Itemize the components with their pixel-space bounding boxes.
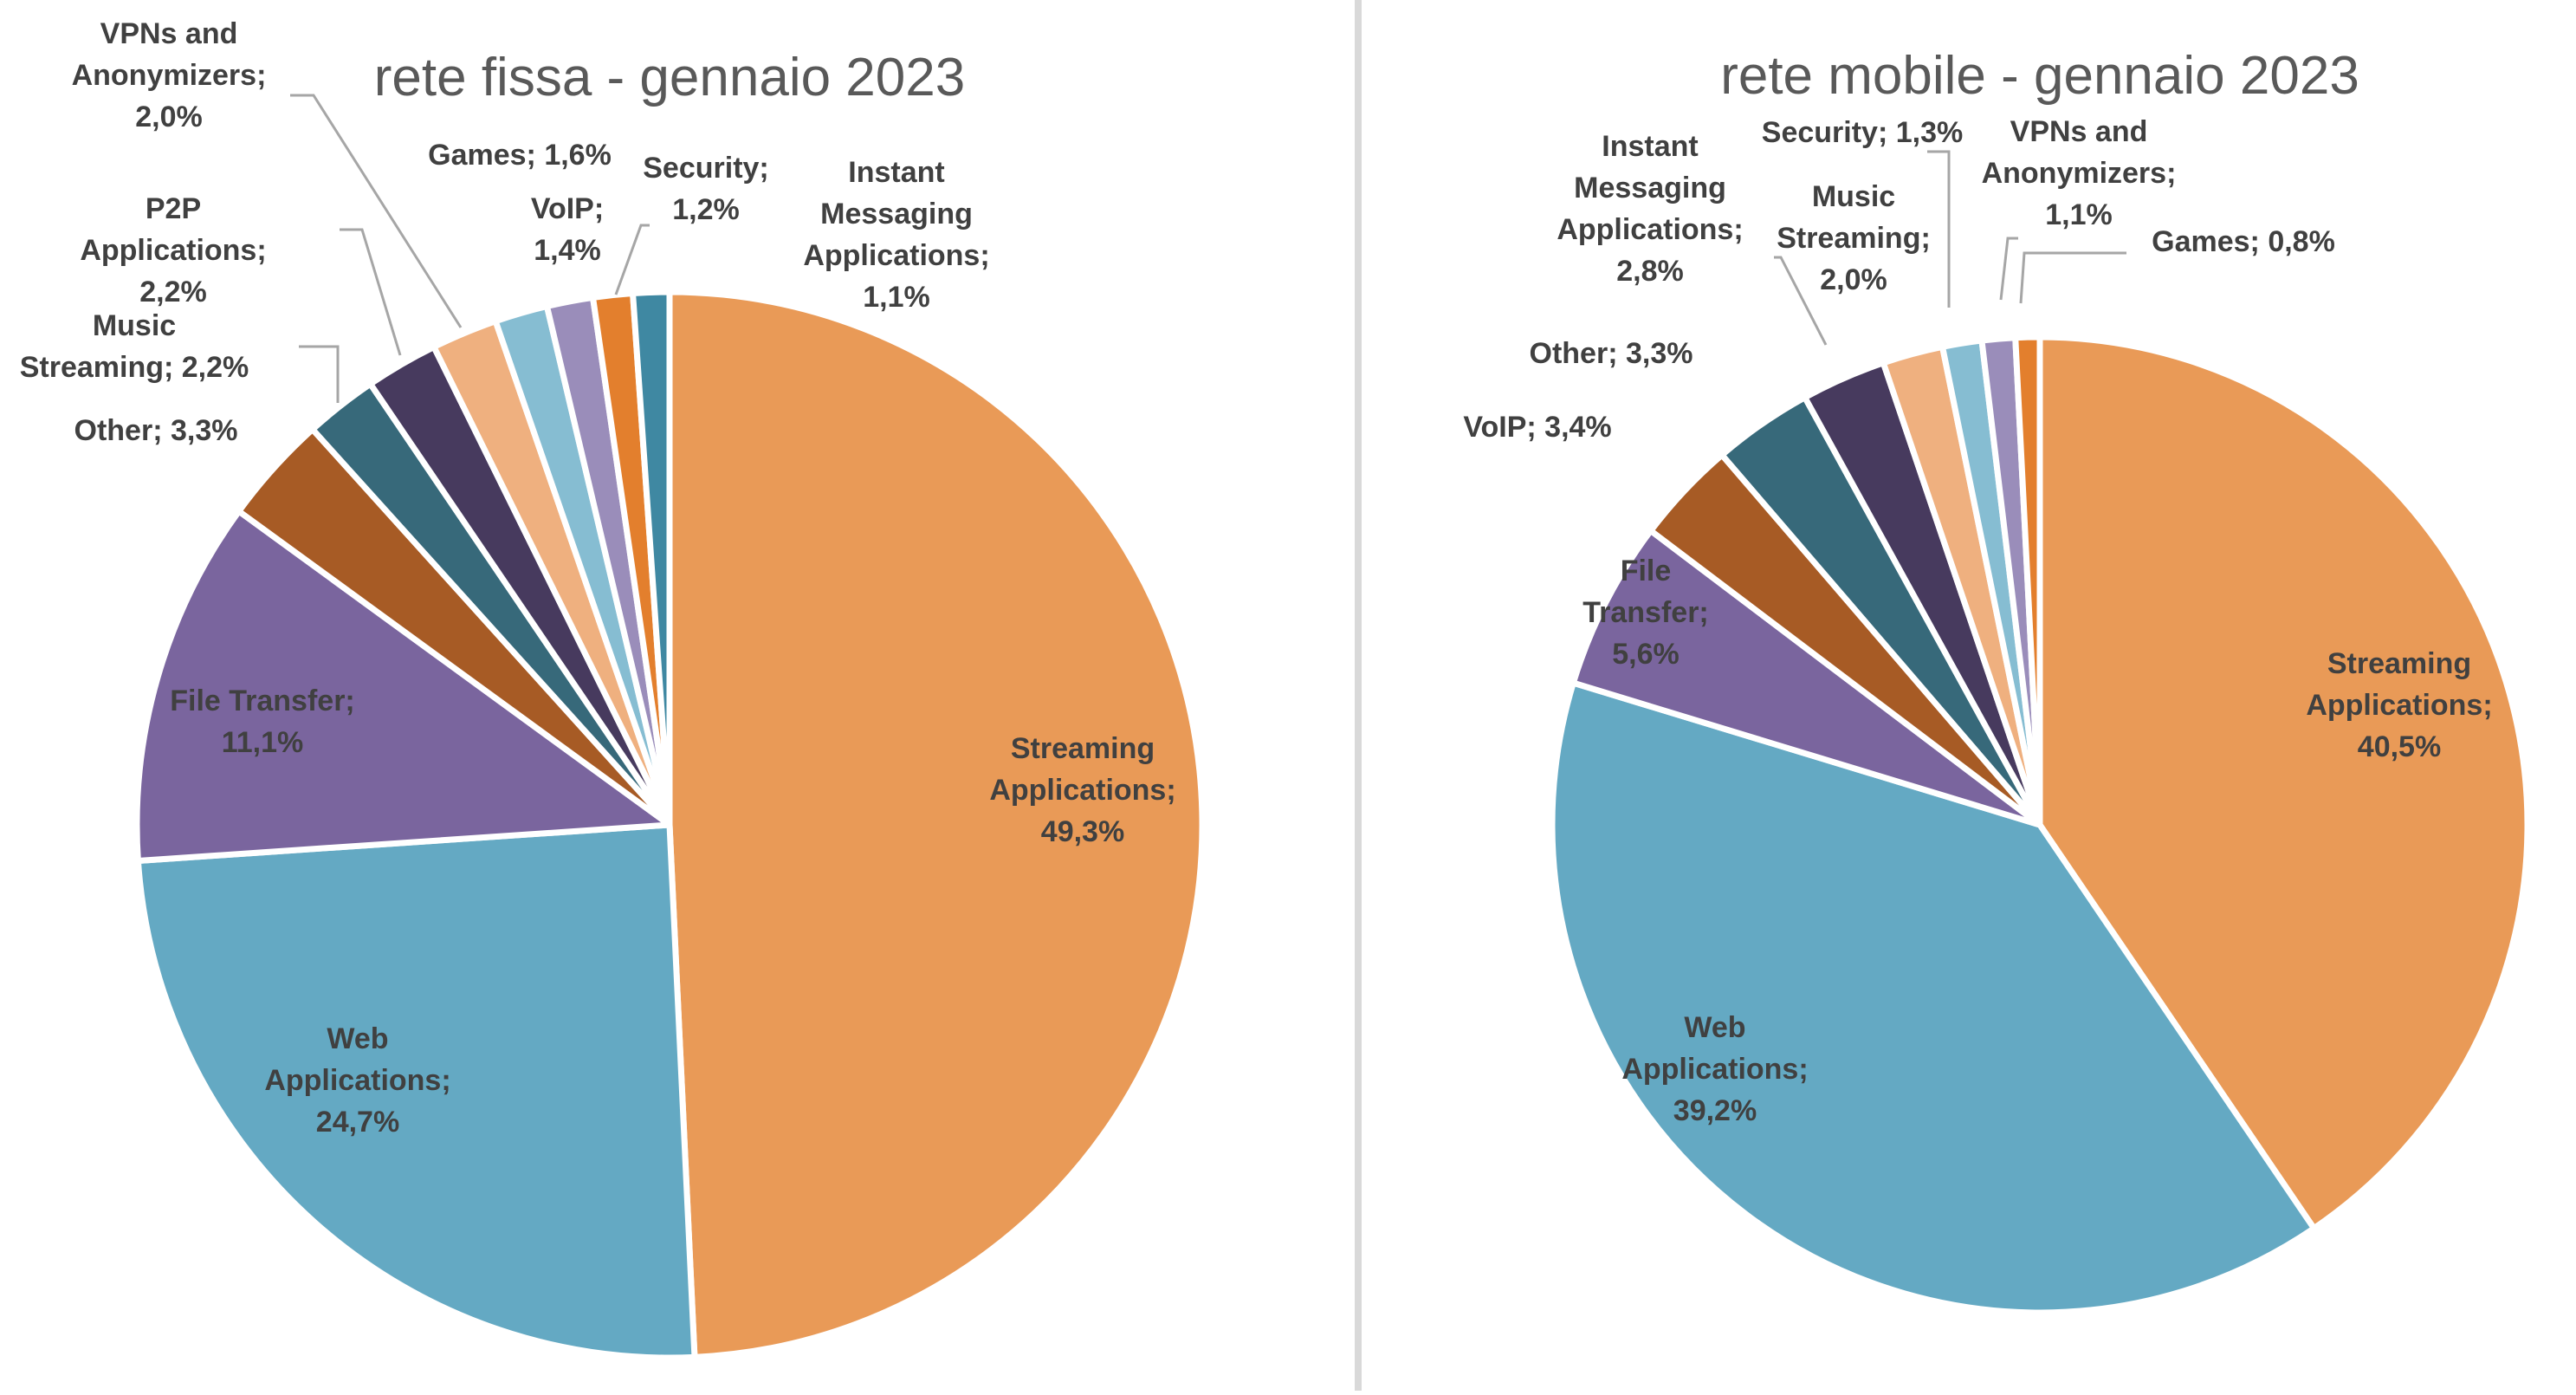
pie-slice-fissa-web-applications: [134, 821, 698, 1361]
pie-slice-fissa-streaming-applications: [666, 289, 1206, 1360]
pie-slice-mobile-web-applications: [1549, 679, 2317, 1316]
pie-slice-fissa-file-transfer: [133, 508, 673, 864]
data-label-line: Applications;: [264, 1064, 450, 1097]
pie-slice-mobile-streaming-applications: [2036, 334, 2531, 1232]
data-label-line: Anonymizers;: [72, 59, 267, 92]
data-label-line: 1,1%: [863, 281, 930, 314]
data-label-line: Streaming;: [1777, 222, 1931, 255]
data-label-line: Music: [93, 309, 176, 342]
data-label-line: Anonymizers;: [1982, 157, 2177, 190]
data-label-fissa-file-transfer: File Transfer; 11,1%: [170, 685, 355, 759]
pie-slice-mobile-file-transfer: [1570, 528, 2043, 828]
data-label-fissa-p2p-applications: P2P Applications; 2,2%: [80, 192, 266, 308]
leader-line-fissa-security: [614, 224, 650, 295]
data-label-line: Applications;: [1621, 1053, 1808, 1086]
data-label-line: 24,7%: [316, 1106, 399, 1139]
data-label-mobile-instant-messaging-applications: Instant Messaging Applications; 2,8%: [1557, 130, 1743, 288]
data-label-fissa-music-streaming: Music Streaming; 2,2%: [20, 309, 249, 384]
leader-line-mobile-vpns-and-anonymizers: [1999, 237, 2018, 301]
data-label-mobile-streaming-applications: Streaming Applications; 40,5%: [2306, 647, 2492, 763]
data-label-line: Security;: [643, 152, 769, 185]
data-label-mobile-voip: VoIP; 3,4%: [1463, 411, 1611, 444]
data-label-line: Web: [327, 1022, 388, 1055]
data-label-line: Music: [1812, 180, 1895, 213]
data-label-mobile-security: Security; 1,3%: [1762, 116, 1963, 149]
data-label-line: File Transfer;: [170, 685, 355, 717]
data-label-mobile-web-applications: Web Applications; 39,2%: [1621, 1011, 1808, 1127]
data-label-line: VPNs and: [2010, 115, 2148, 148]
data-label-line: P2P: [146, 192, 201, 225]
data-label-fissa-streaming-applications: Streaming Applications; 49,3%: [989, 732, 1175, 848]
leader-line-fissa-music-streaming: [299, 345, 340, 403]
data-label-line: VoIP;: [531, 192, 604, 225]
data-label-line: 2,0%: [135, 101, 203, 133]
data-label-line: Games; 0,8%: [2152, 225, 2335, 258]
data-label-line: Web: [1684, 1011, 1745, 1044]
data-label-mobile-file-transfer: File Transfer; 5,6%: [1582, 555, 1709, 671]
data-label-line: 1,2%: [672, 193, 740, 226]
data-label-mobile-games: Games; 0,8%: [2152, 225, 2335, 258]
data-label-line: Applications;: [989, 774, 1175, 807]
data-label-mobile-music-streaming: Music Streaming; 2,0%: [1777, 180, 1931, 296]
data-label-line: Transfer;: [1582, 596, 1709, 629]
chart-title-mobile: rete mobile - gennaio 2023: [1720, 46, 2359, 106]
pie-slice-fissa-instant-messaging-applications: [630, 289, 673, 828]
data-label-line: 2,0%: [1820, 263, 1887, 296]
data-label-line: VoIP; 3,4%: [1463, 411, 1611, 444]
data-label-line: 2,2%: [139, 276, 207, 308]
data-label-line: Messaging: [1574, 172, 1726, 204]
data-label-fissa-games: Games; 1,6%: [428, 139, 612, 172]
data-label-line: 39,2%: [1673, 1094, 1757, 1127]
data-label-mobile-other: Other; 3,3%: [1530, 337, 1693, 370]
data-label-line: Streaming: [2327, 647, 2471, 680]
leader-line-fissa-vpns-and-anonymizers: [290, 94, 463, 328]
data-label-line: 11,1%: [222, 726, 304, 759]
data-label-line: Security; 1,3%: [1762, 116, 1963, 149]
data-label-line: 2,8%: [1616, 255, 1684, 288]
data-label-fissa-instant-messaging-applications: Instant Messaging Applications; 1,1%: [803, 156, 989, 314]
data-label-fissa-vpns-and-anonymizers: VPNs and Anonymizers; 2,0%: [72, 17, 267, 133]
data-label-line: Streaming; 2,2%: [20, 351, 249, 384]
data-label-line: 40,5%: [2358, 730, 2441, 763]
data-label-line: Instant: [1602, 130, 1698, 163]
leader-line-mobile-music-streaming: [1774, 256, 1828, 346]
data-label-mobile-vpns-and-anonymizers: VPNs and Anonymizers; 1,1%: [1982, 115, 2177, 231]
data-label-fissa-web-applications: Web Applications; 24,7%: [264, 1022, 450, 1139]
data-label-line: Applications;: [803, 239, 989, 272]
data-label-line: VPNs and: [100, 17, 238, 50]
data-label-line: File: [1621, 555, 1672, 587]
data-label-line: Other; 3,3%: [74, 414, 238, 447]
data-label-line: Applications;: [1557, 213, 1743, 246]
data-label-line: Messaging: [820, 198, 973, 230]
data-label-line: Instant: [848, 156, 944, 189]
data-label-line: 5,6%: [1612, 638, 1680, 671]
leader-line-fissa-p2p-applications: [340, 228, 402, 356]
data-label-line: Games; 1,6%: [428, 139, 612, 172]
data-label-fissa-voip: VoIP; 1,4%: [531, 192, 604, 267]
data-label-fissa-security: Security; 1,2%: [643, 152, 769, 226]
leader-line-mobile-security: [1927, 150, 1951, 308]
chart-title-fissa: rete fissa - gennaio 2023: [374, 48, 965, 107]
data-label-line: Streaming: [1011, 732, 1155, 765]
data-label-fissa-other: Other; 3,3%: [74, 414, 238, 447]
data-label-line: Applications;: [2306, 689, 2492, 722]
pie-mobile: [1549, 334, 2531, 1316]
data-label-line: Other; 3,3%: [1530, 337, 1693, 370]
data-label-line: 1,4%: [534, 234, 601, 267]
data-label-line: Applications;: [80, 234, 266, 267]
leader-line-mobile-games: [2019, 251, 2126, 304]
data-label-line: 1,1%: [2045, 198, 2113, 231]
data-label-line: 49,3%: [1041, 815, 1124, 848]
pie-fissa: [133, 289, 1206, 1361]
pie-slice-mobile-games: [2012, 334, 2043, 828]
